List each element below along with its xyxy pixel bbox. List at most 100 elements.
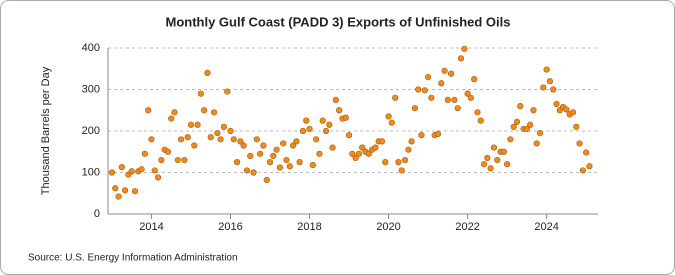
chart-title: Monthly Gulf Coast (PADD 3) Exports of U… [166, 14, 511, 29]
point [385, 113, 392, 120]
point [352, 154, 359, 162]
point [395, 159, 402, 166]
point [507, 136, 514, 143]
point [550, 86, 557, 93]
point [260, 142, 267, 149]
point [543, 66, 550, 73]
x-tick-label: 2020 [376, 221, 400, 233]
x-tick-label: 2016 [218, 221, 242, 233]
point [148, 136, 155, 143]
point [253, 136, 260, 143]
point [128, 168, 135, 175]
point [355, 150, 363, 157]
point [273, 146, 280, 153]
point [184, 134, 191, 141]
point [270, 152, 277, 159]
point [141, 150, 148, 157]
point [382, 159, 389, 166]
point [145, 107, 152, 114]
point [441, 67, 448, 74]
point [286, 163, 293, 170]
point [243, 167, 251, 174]
point [329, 144, 336, 151]
point [438, 80, 445, 87]
point [540, 84, 547, 91]
point [510, 123, 517, 130]
point [553, 100, 560, 108]
point [115, 193, 122, 200]
point [316, 150, 323, 157]
point [392, 94, 399, 101]
point [263, 176, 270, 184]
point [494, 156, 501, 164]
point [280, 140, 287, 147]
point [230, 136, 237, 143]
point [451, 96, 458, 103]
y-tick-label: 400 [82, 42, 100, 54]
point [421, 87, 428, 94]
x-tick-label: 2024 [534, 221, 558, 233]
point [457, 55, 465, 62]
y-tick-label: 300 [82, 83, 100, 95]
point [583, 149, 590, 156]
point [576, 140, 583, 147]
point [471, 76, 478, 83]
point [527, 121, 534, 128]
point [408, 138, 415, 145]
point [154, 174, 162, 181]
x-tick-label: 2014 [139, 221, 163, 233]
point [201, 107, 208, 114]
point [210, 109, 218, 116]
point [326, 121, 333, 128]
point [533, 140, 540, 147]
point [418, 132, 425, 139]
point [398, 167, 405, 174]
source: Source: U.S. Energy Information Administ… [28, 253, 238, 264]
point [388, 119, 395, 126]
point [467, 94, 474, 101]
point [586, 163, 593, 170]
point [108, 169, 116, 176]
point [240, 142, 247, 149]
x-tick-label: 2022 [455, 221, 479, 233]
point [306, 125, 313, 133]
point [484, 154, 491, 162]
y-tick-label: 0 [94, 208, 100, 220]
point [204, 69, 211, 76]
point [365, 150, 372, 157]
point [296, 159, 303, 166]
point [517, 102, 524, 110]
point [289, 142, 297, 149]
point [197, 90, 204, 97]
y-axis-label: Thousand Barrels per Day [40, 66, 52, 195]
point [454, 105, 461, 112]
point [378, 138, 386, 145]
point [563, 106, 570, 113]
point [151, 167, 158, 174]
point [194, 121, 201, 128]
point [424, 73, 432, 81]
point [250, 169, 257, 176]
point [181, 156, 188, 164]
point [434, 130, 442, 138]
point [257, 150, 264, 157]
y-tick-label: 100 [82, 166, 100, 178]
point [480, 161, 488, 168]
point [444, 96, 451, 103]
point [187, 121, 195, 128]
point [276, 164, 283, 171]
point [500, 148, 507, 155]
point [247, 152, 254, 159]
point [174, 156, 181, 164]
point [477, 117, 484, 124]
point [513, 118, 521, 125]
point [448, 70, 455, 77]
point [138, 166, 145, 173]
point [283, 156, 290, 164]
point [309, 161, 316, 169]
point [118, 164, 125, 171]
point [530, 107, 537, 114]
point [214, 129, 221, 137]
